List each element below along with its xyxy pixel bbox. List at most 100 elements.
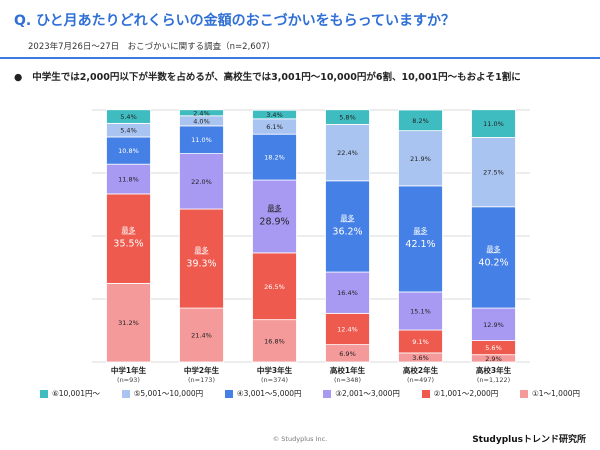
data-label: 5.4% [120,127,137,135]
header-divider [0,57,600,59]
bar-segment [252,109,297,120]
legend-item: ①1〜1,000円 [520,388,580,399]
highlight-label: 最多 [487,244,501,253]
data-label: 11.8% [118,176,139,184]
category-label: 中学2年生 [184,365,220,375]
data-label: 12.4% [337,325,358,333]
legend-item: ⑤5,001〜10,000円 [121,388,204,399]
legend-label: ①1〜1,000円 [532,389,580,398]
bar-segment [398,109,443,132]
bar-segment [179,125,224,154]
data-label: 36.2% [332,226,362,237]
data-label: 22.0% [191,178,212,186]
data-label: 31.2% [118,319,139,327]
data-label: 6.1% [266,123,283,131]
bar-segment [106,282,151,363]
bar-segment [252,179,297,254]
category-n-label: (n=497) [407,376,434,384]
legend-swatch [421,389,430,398]
data-label: 10.8% [118,147,139,155]
legend-label: ②1,001〜2,000円 [433,389,499,398]
bar-segment [325,109,370,125]
data-label: 21.9% [410,155,431,163]
data-label: 11.0% [191,136,212,144]
page-title: Q. ひと月あたりどれくらいの金額のおこづかいをもらっていますか？ [14,13,455,29]
data-label: 9.1% [412,338,429,346]
data-label: 35.5% [113,239,143,250]
data-label: 3.4% [266,111,283,119]
copyright: © Studyplus Inc. [272,435,328,443]
highlight-label: 最多 [414,226,428,235]
data-label: 11.0% [483,120,504,128]
data-label: 26.5% [264,283,285,291]
data-label: 2.9% [485,355,502,363]
legend-swatch [323,389,332,398]
bar-segment [471,206,516,309]
data-label: 16.8% [264,337,285,345]
bar-segment [106,193,151,284]
bar-segment [179,109,224,117]
bar-segment [471,307,516,341]
data-label: 39.3% [186,259,216,270]
data-label: 42.1% [405,239,435,250]
highlight-label: 最多 [122,226,136,235]
survey-subtitle: 2023年7月26日〜27日 おこづかいに関する調査（n=2,607） [28,42,276,52]
legend-label: ⑤5,001〜10,000円 [133,389,204,398]
bar-segment [325,180,370,273]
bullet-icon: ● [14,72,23,83]
data-label: 21.4% [191,332,212,340]
legend-label: ③2,001〜3,000円 [335,389,400,398]
legend-label: ⑥10,001円〜 [52,389,100,398]
bar-segment [106,109,151,124]
category-n-label: (n=173) [188,376,215,384]
legend-item: ④3,001〜5,000円 [224,388,302,399]
data-label: 8.2% [412,117,429,125]
category-label: 高校2年生 [403,365,439,375]
headline: ● 中学生では2,000円以下が半数を占めるが、高校生では3,001円〜10,00… [14,69,521,83]
headline-text: 中学生では2,000円以下が半数を占めるが、高校生では3,001円〜10,000… [32,72,521,83]
category-n-label: (n=348) [334,376,361,384]
bar-segment [398,130,443,187]
highlight-label: 最多 [268,203,282,212]
category-n-label: (n=93) [117,376,140,384]
category-n-label: (n=1,122) [477,376,510,384]
chart-legend: ⑥10,001円〜 ⑤5,001〜10,000円 ④3,001〜5,000円 ③2,0… [40,388,580,399]
data-label: 12.9% [483,321,504,329]
data-label: 5.8% [339,114,356,122]
data-label: 27.5% [483,169,504,177]
bar-segment [179,208,224,309]
legend-swatch [520,389,529,398]
category-label: 高校1年生 [330,365,366,375]
category-label: 中学1年生 [111,365,147,375]
data-label: 18.2% [264,154,285,162]
data-label: 15.1% [410,307,431,315]
data-label: 2.4% [193,109,210,117]
bar-segment [179,307,224,363]
bar-segment [325,123,370,182]
data-label: 28.9% [259,216,289,227]
legend-item: ③2,001〜3,000円 [323,388,400,399]
legend-swatch [224,389,233,398]
legend-swatch [40,389,48,398]
data-label: 40.2% [478,257,508,268]
legend-swatch [121,389,130,398]
bar-segment [398,185,443,293]
bar-segment [471,109,516,138]
legend-item: ⑥10,001円〜 [40,388,100,399]
bar-segment [325,271,370,314]
highlight-label: 最多 [195,246,209,255]
bar-segment [325,312,370,346]
bar-segment [106,163,151,195]
data-label: 4.0% [193,117,210,125]
category-n-label: (n=374) [261,376,288,384]
bar-segment [471,137,516,208]
legend-item: ②1,001〜2,000円 [421,388,499,399]
data-label: 16.4% [337,289,358,297]
brand-logo-text: Studyplusトレンド研究所 [472,435,586,445]
data-label: 22.4% [337,149,358,157]
data-label: 6.9% [339,350,356,358]
bar-segment [179,153,224,210]
data-label: 5.4% [120,113,137,121]
legend-label: ④3,001〜5,000円 [236,389,302,398]
